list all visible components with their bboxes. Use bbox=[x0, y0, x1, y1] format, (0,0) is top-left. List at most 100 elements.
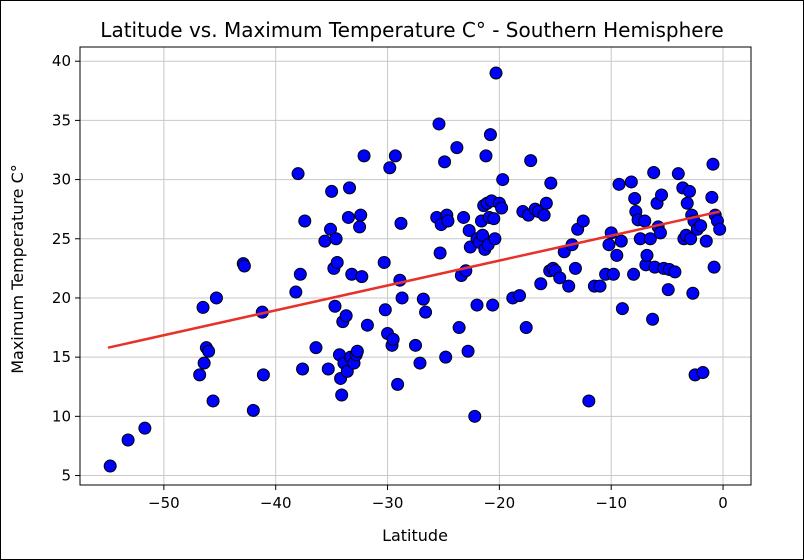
data-point bbox=[462, 223, 476, 237]
data-point bbox=[256, 368, 270, 382]
data-point bbox=[476, 228, 490, 242]
plot-area-border bbox=[79, 46, 752, 486]
data-point bbox=[614, 234, 628, 248]
data-point bbox=[433, 246, 447, 260]
data-point bbox=[496, 173, 510, 187]
data-point bbox=[682, 184, 696, 198]
data-point bbox=[627, 267, 641, 281]
data-point bbox=[461, 344, 475, 358]
data-point bbox=[293, 267, 307, 281]
data-point bbox=[378, 303, 392, 317]
data-point bbox=[699, 234, 713, 248]
data-point bbox=[237, 259, 251, 273]
data-point bbox=[298, 214, 312, 228]
data-point bbox=[628, 192, 642, 206]
data-point bbox=[439, 350, 453, 364]
data-point bbox=[335, 388, 349, 402]
data-point bbox=[486, 298, 500, 312]
data-point bbox=[383, 161, 397, 175]
data-point bbox=[246, 403, 260, 417]
data-point bbox=[539, 196, 553, 210]
data-point bbox=[329, 232, 343, 246]
data-point bbox=[452, 321, 466, 335]
data-point bbox=[686, 286, 700, 300]
data-point bbox=[395, 291, 409, 305]
scatter-points bbox=[103, 66, 727, 473]
data-point bbox=[696, 366, 710, 380]
x-tick-label: −50 bbox=[148, 494, 180, 512]
data-point bbox=[612, 177, 626, 191]
gridlines bbox=[80, 47, 751, 485]
y-tick-label: 10 bbox=[52, 407, 71, 425]
data-point bbox=[671, 167, 685, 181]
data-point bbox=[289, 285, 303, 299]
data-point bbox=[661, 283, 675, 297]
data-point bbox=[707, 260, 721, 274]
chart-title: Latitude vs. Maximum Temperature C° - So… bbox=[100, 18, 723, 42]
data-point bbox=[495, 201, 509, 215]
data-point bbox=[321, 362, 335, 376]
data-point bbox=[488, 232, 502, 246]
data-point bbox=[479, 149, 493, 163]
data-point bbox=[309, 341, 323, 355]
data-point bbox=[394, 216, 408, 230]
data-point bbox=[457, 210, 471, 224]
data-point bbox=[602, 238, 616, 252]
data-point bbox=[606, 267, 620, 281]
data-point bbox=[409, 338, 422, 352]
data-point bbox=[343, 181, 357, 195]
data-point bbox=[206, 394, 220, 408]
data-point bbox=[519, 321, 533, 335]
data-point bbox=[680, 196, 694, 210]
data-point bbox=[193, 368, 207, 382]
data-point bbox=[330, 255, 344, 269]
data-point bbox=[640, 248, 654, 262]
data-point bbox=[355, 270, 369, 284]
data-point bbox=[209, 291, 223, 305]
data-point bbox=[377, 255, 391, 269]
x-tick-label: −30 bbox=[372, 494, 404, 512]
data-point bbox=[568, 261, 582, 275]
data-point bbox=[638, 214, 652, 228]
data-point bbox=[713, 222, 727, 236]
data-point bbox=[624, 175, 638, 189]
data-point bbox=[202, 344, 216, 358]
y-tick-label: 15 bbox=[52, 348, 71, 366]
data-point bbox=[705, 190, 719, 204]
data-point bbox=[706, 157, 720, 171]
data-point bbox=[296, 362, 310, 376]
data-point bbox=[391, 377, 405, 391]
data-point bbox=[103, 459, 117, 473]
y-tick-label: 35 bbox=[52, 111, 71, 129]
data-point bbox=[341, 210, 355, 224]
data-point bbox=[553, 271, 567, 285]
data-point bbox=[325, 184, 339, 198]
x-tick-label: −40 bbox=[260, 494, 292, 512]
y-tick-label: 5 bbox=[61, 467, 71, 485]
data-point bbox=[324, 222, 338, 236]
data-point bbox=[438, 155, 452, 169]
data-point bbox=[668, 265, 682, 279]
data-point bbox=[468, 409, 482, 423]
x-tick-label: −10 bbox=[595, 494, 627, 512]
data-point bbox=[489, 66, 503, 80]
x-tick-label: −20 bbox=[484, 494, 516, 512]
data-point bbox=[694, 219, 708, 233]
data-point bbox=[450, 141, 464, 155]
data-point bbox=[328, 299, 342, 313]
data-point bbox=[388, 149, 402, 163]
data-point bbox=[339, 309, 353, 323]
y-axis: 5 10 15 20 25 30 35 40 bbox=[52, 52, 80, 485]
y-tick-label: 30 bbox=[52, 171, 71, 189]
regression-line-group bbox=[107, 210, 720, 349]
data-point bbox=[121, 433, 135, 447]
data-point bbox=[197, 356, 211, 370]
data-point bbox=[441, 214, 455, 228]
data-point bbox=[643, 232, 657, 246]
data-point bbox=[487, 212, 501, 226]
data-point bbox=[196, 300, 210, 314]
data-point bbox=[593, 279, 607, 293]
data-point bbox=[386, 332, 400, 346]
